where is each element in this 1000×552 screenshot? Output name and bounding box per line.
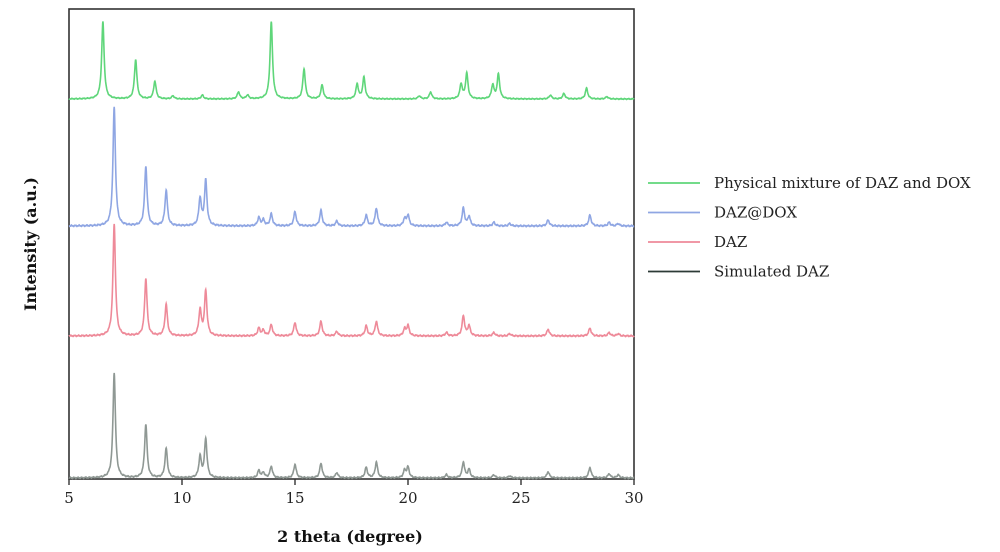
series-line-simulated-daz bbox=[68, 372, 635, 480]
legend-label: Simulated DAZ bbox=[714, 263, 829, 281]
x-tick-label: 15 bbox=[285, 489, 304, 507]
legend-label: Physical mixture of DAZ and DOX bbox=[714, 174, 971, 192]
x-axis-title: 2 theta (degree) bbox=[277, 527, 423, 546]
legend: Physical mixture of DAZ and DOX DAZ@DOX DA… bbox=[648, 174, 971, 281]
traces-group bbox=[68, 21, 635, 480]
x-tick-label: 25 bbox=[511, 489, 530, 507]
x-tick-label: 20 bbox=[398, 489, 417, 507]
y-axis-title: Intensity (a.u.) bbox=[21, 177, 40, 311]
x-tick-label: 5 bbox=[64, 489, 74, 507]
x-axis: 5 10 15 20 25 30 bbox=[64, 479, 644, 507]
plot-frame bbox=[68, 8, 635, 480]
legend-label: DAZ@DOX bbox=[714, 204, 797, 222]
x-tick-label: 30 bbox=[624, 489, 643, 507]
series-line-physical-mixture-of-daz-and-dox bbox=[68, 21, 635, 101]
series-line-daz-dox bbox=[68, 106, 635, 228]
series-line-daz bbox=[68, 223, 635, 338]
x-tick-label: 10 bbox=[172, 489, 191, 507]
legend-label: DAZ bbox=[714, 233, 747, 251]
